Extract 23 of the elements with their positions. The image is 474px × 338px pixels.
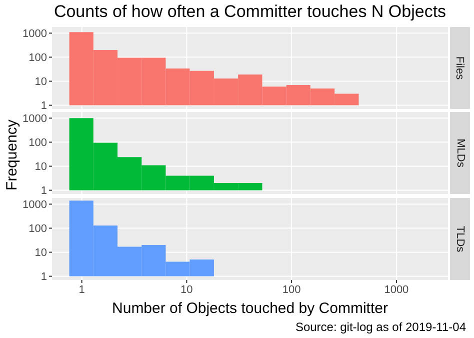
x-tick-label: 10: [180, 284, 193, 296]
y-tick-label: 100: [28, 52, 47, 64]
y-tick-label: 1: [40, 100, 47, 112]
y-tick-label: 1000: [22, 199, 47, 212]
y-tick-label: 10: [34, 247, 47, 260]
y-tick-label: 1000: [22, 113, 47, 126]
y-tick-label: 1: [40, 271, 47, 284]
y-tick-label: 10: [34, 76, 47, 88]
x-axis-title: Number of Objects touched by Committer: [111, 300, 389, 317]
y-tick-label: 10: [34, 161, 47, 174]
y-axis-title: Frequency: [4, 120, 20, 190]
x-tick-label: 100: [282, 284, 301, 296]
text: MLDs: [454, 138, 466, 168]
x-tick-label: 1: [78, 284, 85, 296]
y-tick-label: 1000: [22, 28, 47, 40]
source-note: Source: git-log as of 2019-11-04: [295, 320, 466, 334]
text: TLDs: [454, 226, 466, 252]
text: Files: [454, 56, 466, 80]
chart-title: Counts of how often a Committer touches N Objects: [52, 2, 448, 22]
y-tick-label: 100: [28, 137, 47, 150]
y-tick-label: 100: [28, 223, 47, 236]
x-tick-label: 1000: [384, 284, 409, 296]
y-tick-label: 1: [40, 185, 47, 198]
